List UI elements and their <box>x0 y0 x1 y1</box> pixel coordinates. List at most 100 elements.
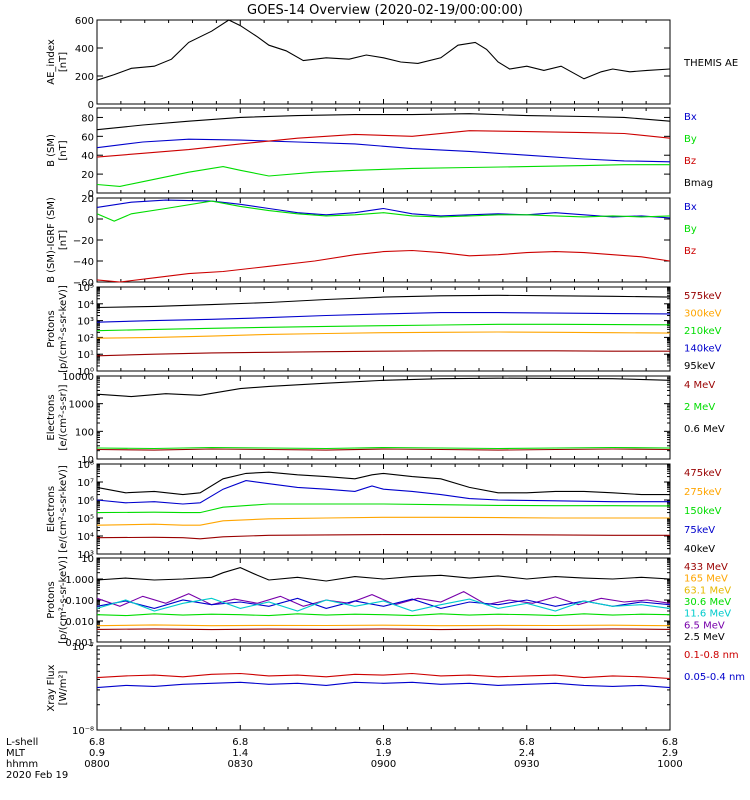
legend-entry: THEMIS AE <box>683 58 738 69</box>
legend-entry: 0.1-0.8 nm <box>684 650 739 661</box>
legend-entry: By <box>684 134 697 145</box>
y-axis-label: B (SM) <box>46 134 57 167</box>
y-axis-label: [nT] <box>58 140 69 160</box>
series-line-575kev <box>96 350 670 357</box>
series-line-433-mev <box>96 628 671 631</box>
series-line-6-5-mev <box>96 590 671 607</box>
axis-tick-label: 0830 <box>228 759 253 770</box>
panel-frame <box>96 197 671 283</box>
y-tick-label: 60 <box>81 132 94 143</box>
y-tick-label: 0 <box>88 215 94 226</box>
axis-tick-label: 0800 <box>84 759 109 770</box>
y-tick-label: 10⁻⁸ <box>72 726 94 737</box>
y-axis-label: [W/m²] <box>58 670 69 705</box>
y-tick-label: 10⁷ <box>77 478 94 489</box>
figure-title: GOES-14 Overview (2020-02-19/00:00:00) <box>247 3 523 18</box>
series-line-bmag <box>96 113 671 131</box>
axis-tick-label: 1.9 <box>376 748 392 759</box>
y-tick-label: 600 <box>75 16 94 27</box>
y-tick-label: 10⁰ <box>77 367 94 378</box>
y-tick-label: 10¹ <box>77 350 94 361</box>
panel-1: 0 200 400 600 AE_index [nT] THEMIS AE <box>46 16 738 111</box>
legend-entry: 63.1 MeV <box>684 585 731 596</box>
panel-6: 10³ 10⁴ 10⁵ 10⁶ 10⁷ 10⁸ Electrons [e/(cm²-s-sr-… <box>46 460 722 561</box>
y-tick-label: 10⁵ <box>77 514 94 525</box>
y-axis-label: AE_index <box>46 39 57 85</box>
y-tick-label: 0.100 <box>65 596 94 607</box>
axis-row-label: hhmm <box>6 759 38 770</box>
series-line-bz <box>96 130 671 158</box>
panel-3: −60 −40 −20 0 20 B (SM)-IGRF (SM) [nT] Bx By Bz <box>46 194 697 289</box>
y-axis-label: [e/(cm²-s-sr-keV)] <box>58 465 69 553</box>
legend-entry: 75keV <box>684 525 715 536</box>
legend-entry: 0.6 MeV <box>684 424 725 435</box>
series-line-bx <box>96 138 671 163</box>
y-tick-label: 10³ <box>77 317 94 328</box>
series-line-0-1-0-8-nm <box>96 672 671 680</box>
series-line-300kev <box>96 331 671 339</box>
series-line-0-6-mev <box>96 377 671 398</box>
series-line-4-mev <box>96 448 671 451</box>
y-tick-label: 1000 <box>69 400 94 411</box>
y-tick-label: 10⁻⁷ <box>72 642 94 653</box>
axis-tick-label: 1000 <box>657 759 682 770</box>
series-line-140kev <box>96 312 671 323</box>
legend-entry: Bmag <box>684 178 713 189</box>
y-tick-label: 80 <box>81 113 94 124</box>
axis-tick-label: 2.9 <box>662 748 678 759</box>
legend-entry: 150keV <box>684 506 722 517</box>
legend-entry: 2 MeV <box>684 402 715 413</box>
legend-entry: 2.5 MeV <box>684 632 725 643</box>
series-line-30-6-mev <box>96 597 671 612</box>
y-tick-label: 10 <box>81 455 94 466</box>
y-tick-label: 1.000 <box>65 575 94 586</box>
y-axis-label: [p/(cm²-s-sr-keV)] <box>58 556 69 644</box>
legend-entry: Bx <box>684 112 697 123</box>
y-tick-label: 10² <box>77 333 94 344</box>
legend-entry: Bz <box>684 156 696 167</box>
y-tick-label: 10⁵ <box>77 283 94 294</box>
y-tick-label: 10⁸ <box>77 460 94 471</box>
y-axis-label: Protons <box>46 310 57 347</box>
legend-entry: 575keV <box>684 291 722 302</box>
y-axis-label: [nT] <box>58 230 69 250</box>
y-axis-label: Electrons <box>46 394 57 440</box>
legend-entry: 300keV <box>684 309 722 320</box>
legend-entry: 210keV <box>684 326 722 337</box>
legend-entry: 165 MeV <box>684 574 728 585</box>
axis-tick-label: 6.8 <box>376 737 392 748</box>
series-line-bz <box>96 249 671 283</box>
axis-row-label: MLT <box>6 748 26 759</box>
y-tick-label: 40 <box>81 151 94 162</box>
series-line-63-1-mev <box>96 613 671 617</box>
y-tick-label: 100 <box>75 427 94 438</box>
y-tick-label: 0.001 <box>65 638 94 649</box>
series-line-75kev <box>96 480 670 505</box>
y-tick-label: 10⁴ <box>77 300 94 311</box>
series-line-210kev <box>96 323 671 332</box>
y-tick-label: 200 <box>75 72 94 83</box>
series-line-95kev <box>96 294 671 309</box>
axis-row-label: L-shell <box>6 737 38 748</box>
legend-entry: 11.6 MeV <box>684 609 731 620</box>
axis-tick-label: 0900 <box>371 759 396 770</box>
panel-4: 10⁰ 10¹ 10² 10³ 10⁴ 10⁵ Protons [p/(cm²-s-sr-ke… <box>46 283 722 378</box>
y-tick-label: 0.010 <box>65 617 94 628</box>
y-axis-label: Electrons <box>46 486 57 532</box>
y-tick-label: 20 <box>81 194 94 205</box>
axis-row-label: 2020 Feb 19 <box>6 770 68 781</box>
axis-tick-label: 6.8 <box>232 737 248 748</box>
y-tick-label: 400 <box>75 44 94 55</box>
legend-entry: 40keV <box>684 544 715 555</box>
series-line-2-mev <box>96 446 671 450</box>
series-line-0-05-0-4-nm <box>96 681 671 689</box>
series-line-by <box>96 164 670 187</box>
axis-tick-label: 0930 <box>514 759 539 770</box>
panel-frame <box>96 463 671 555</box>
panel-frame <box>96 645 671 731</box>
panel-frame <box>96 19 671 105</box>
y-tick-label: 10 <box>81 554 94 565</box>
axis-tick-label: 6.8 <box>662 737 678 748</box>
